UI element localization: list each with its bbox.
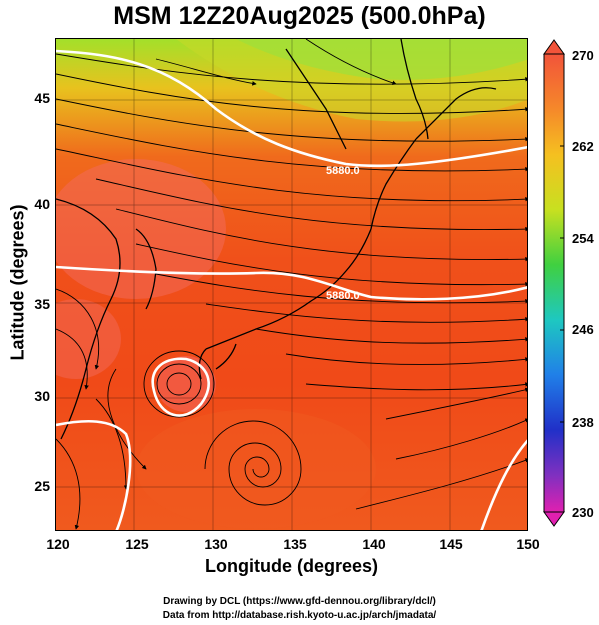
- colorbar-label: 238: [572, 415, 594, 430]
- colorbar-gradient: [543, 53, 565, 513]
- cool-band: [236, 39, 527, 80]
- y-tick-label: 45: [34, 90, 50, 106]
- x-tick-label: 140: [362, 536, 386, 552]
- streamlines: [56, 39, 527, 530]
- x-tick-label: 150: [516, 536, 540, 552]
- map-panel: 5880.0 5880.0: [55, 38, 528, 531]
- contour-label: 5880.0: [326, 165, 360, 177]
- geopotential-contours: [56, 49, 527, 530]
- warm-patch: [56, 159, 226, 299]
- colorbar-bottom-arrow: [543, 511, 565, 527]
- x-axis-label: Longitude (degrees): [204, 556, 378, 576]
- colorbar-label: 246: [572, 322, 594, 337]
- x-tick-label: 120: [46, 536, 70, 552]
- map-title: MSM 12Z20Aug2025 (500.0hPa): [113, 2, 486, 30]
- colorbar-label: 262: [572, 139, 594, 154]
- x-tick-label: 135: [283, 536, 307, 552]
- warm-patch: [56, 299, 121, 379]
- lat-lon-grid: [56, 39, 527, 530]
- colorbar-label: 270: [572, 48, 594, 63]
- colorbar-label: 254: [572, 231, 594, 246]
- colorbar-ticks: [560, 53, 564, 513]
- colorbar-top-arrow: [543, 39, 565, 55]
- x-tick-label: 145: [439, 536, 463, 552]
- y-tick-label: 25: [34, 478, 50, 494]
- x-tick-label: 125: [125, 536, 149, 552]
- x-tick-label: 130: [204, 536, 228, 552]
- vortex-streamlines: [204, 420, 302, 506]
- credit-line: Data from http://database.rish.kyoto-u.a…: [162, 610, 437, 621]
- y-tick-label: 40: [34, 196, 50, 212]
- colorbar: [543, 39, 565, 527]
- credit-line: Drawing by DCL (https://www.gfd-dennou.o…: [163, 596, 436, 607]
- vortex-streamlines: [143, 350, 215, 418]
- colorbar-label: 230: [572, 505, 594, 520]
- contour-label: 5880.0: [326, 290, 360, 302]
- warm-patch: [136, 409, 376, 529]
- streamline-map: 5880.0 5880.0: [56, 39, 527, 530]
- y-axis-label: Latitude (degrees): [7, 204, 28, 361]
- y-tick-label: 30: [34, 388, 50, 404]
- y-tick-label: 35: [34, 296, 50, 312]
